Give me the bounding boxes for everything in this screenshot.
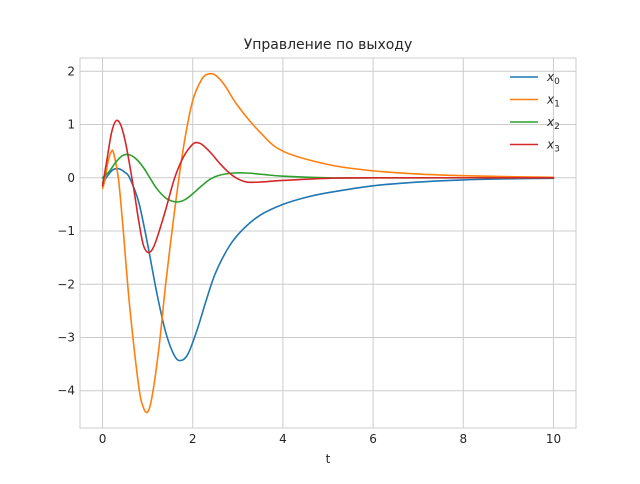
series-line-x2 bbox=[101, 153, 555, 203]
series-line-x1 bbox=[101, 72, 555, 414]
y-tick-label: −2 bbox=[57, 277, 75, 291]
series-line-x3 bbox=[101, 119, 555, 254]
legend-label: x1 bbox=[546, 93, 560, 110]
x-tick-label: 0 bbox=[99, 432, 107, 446]
legend-label: x2 bbox=[546, 115, 560, 132]
series-line-x0 bbox=[101, 167, 555, 362]
y-tick-label: −3 bbox=[57, 330, 75, 344]
legend-label: x3 bbox=[546, 138, 560, 155]
x-tick-label: 2 bbox=[189, 432, 197, 446]
y-tick-label: 2 bbox=[67, 64, 75, 78]
plot-frame bbox=[79, 57, 577, 429]
series-layer bbox=[101, 72, 555, 414]
x-tick-label: 8 bbox=[459, 432, 467, 446]
grid bbox=[80, 58, 576, 428]
x-axis-label: t bbox=[326, 452, 331, 466]
y-axis-ticks: 2 1 0 −1 −2 −3 −4 bbox=[57, 64, 75, 397]
y-tick-label: 1 bbox=[67, 118, 75, 132]
x-tick-label: 10 bbox=[546, 432, 561, 446]
x-tick-label: 4 bbox=[279, 432, 287, 446]
legend-label: x0 bbox=[546, 70, 560, 87]
x-tick-label: 6 bbox=[369, 432, 377, 446]
plot-area bbox=[80, 58, 576, 428]
legend: x0 x1 x2 x3 bbox=[510, 70, 560, 155]
y-tick-label: −1 bbox=[57, 224, 75, 238]
y-tick-label: 0 bbox=[67, 171, 75, 185]
y-tick-label: −4 bbox=[57, 384, 75, 398]
chart-title: Управление по выходу bbox=[244, 37, 413, 53]
x-axis-ticks: 0 2 4 6 8 10 bbox=[99, 432, 561, 446]
